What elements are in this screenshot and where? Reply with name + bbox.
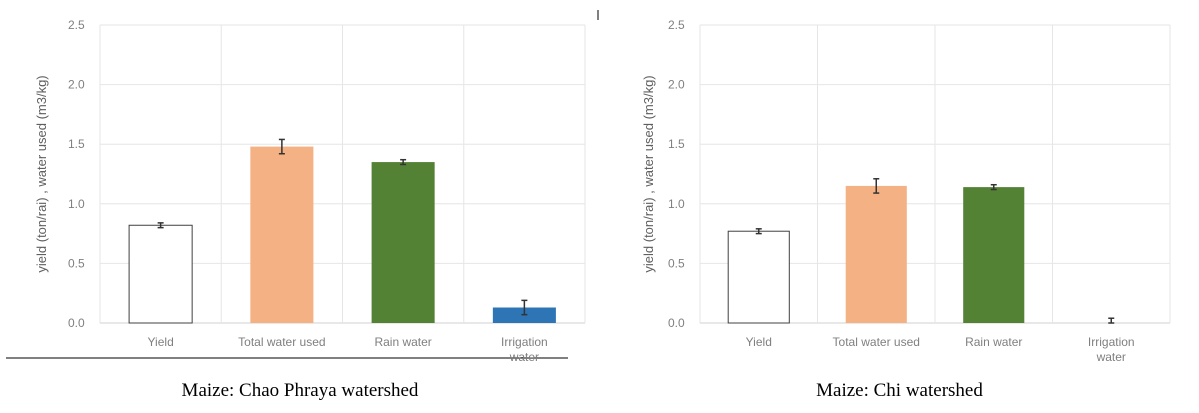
- y-tick-label: 1.5: [668, 137, 685, 151]
- x-tick-label: Rain water: [374, 335, 431, 349]
- bar: [128, 224, 193, 324]
- bar: [727, 230, 790, 324]
- bar: [845, 185, 907, 323]
- y-tick-label: 2.0: [68, 78, 85, 92]
- y-tick-label: 2.0: [668, 78, 685, 92]
- x-tick-label: Irrigation: [501, 335, 548, 349]
- y-tick-label: 0.5: [668, 256, 685, 270]
- x-tick-label: Yield: [148, 335, 174, 349]
- chart-chi: 0.0 0.5 1.0 1.5 2.0 2.5 yield (ton/rai) , wate…: [641, 18, 1171, 364]
- y-tick-label: 1.0: [68, 197, 85, 211]
- chart-panel-chao-phraya: 0.0 0.5 1.0 1.5 2.0 2.5 yield (ton/rai) , wate…: [6, 10, 599, 401]
- y-tick-label: 1.5: [68, 137, 85, 151]
- y-axis-label: yield (ton/rai) , water used (m3/kg): [34, 75, 49, 272]
- x-tick-label: Irrigation: [1088, 335, 1135, 349]
- x-tick-label: water: [509, 350, 539, 364]
- x-tick-label: Total water used: [833, 335, 920, 349]
- y-tick-label: 0.5: [68, 256, 85, 270]
- y-tick-label: 2.5: [668, 18, 685, 32]
- y-tick-label: 0.0: [68, 316, 85, 330]
- y-tick-label: 2.5: [68, 18, 85, 32]
- x-tick-label: Rain water: [965, 335, 1022, 349]
- x-tick-label: Yield: [746, 335, 772, 349]
- chart-caption: Maize: Chao Phraya watershed: [181, 380, 419, 401]
- bar: [250, 146, 314, 323]
- x-tick-label: Total water used: [238, 335, 325, 349]
- bar: [371, 162, 435, 323]
- y-axis-label: yield (ton/rai) , water used (m3/kg): [641, 75, 656, 272]
- chart-panel-chi: 0.0 0.5 1.0 1.5 2.0 2.5 yield (ton/rai) , wate…: [600, 0, 1199, 413]
- y-tick-label: 1.0: [668, 197, 685, 211]
- x-tick-label: water: [1096, 350, 1126, 364]
- chart-chao-phraya: 0.0 0.5 1.0 1.5 2.0 2.5 yield (ton/rai) , wate…: [6, 10, 599, 364]
- chart-caption: Maize: Chi watershed: [816, 380, 983, 401]
- bar: [963, 187, 1025, 323]
- y-tick-label: 0.0: [668, 316, 685, 330]
